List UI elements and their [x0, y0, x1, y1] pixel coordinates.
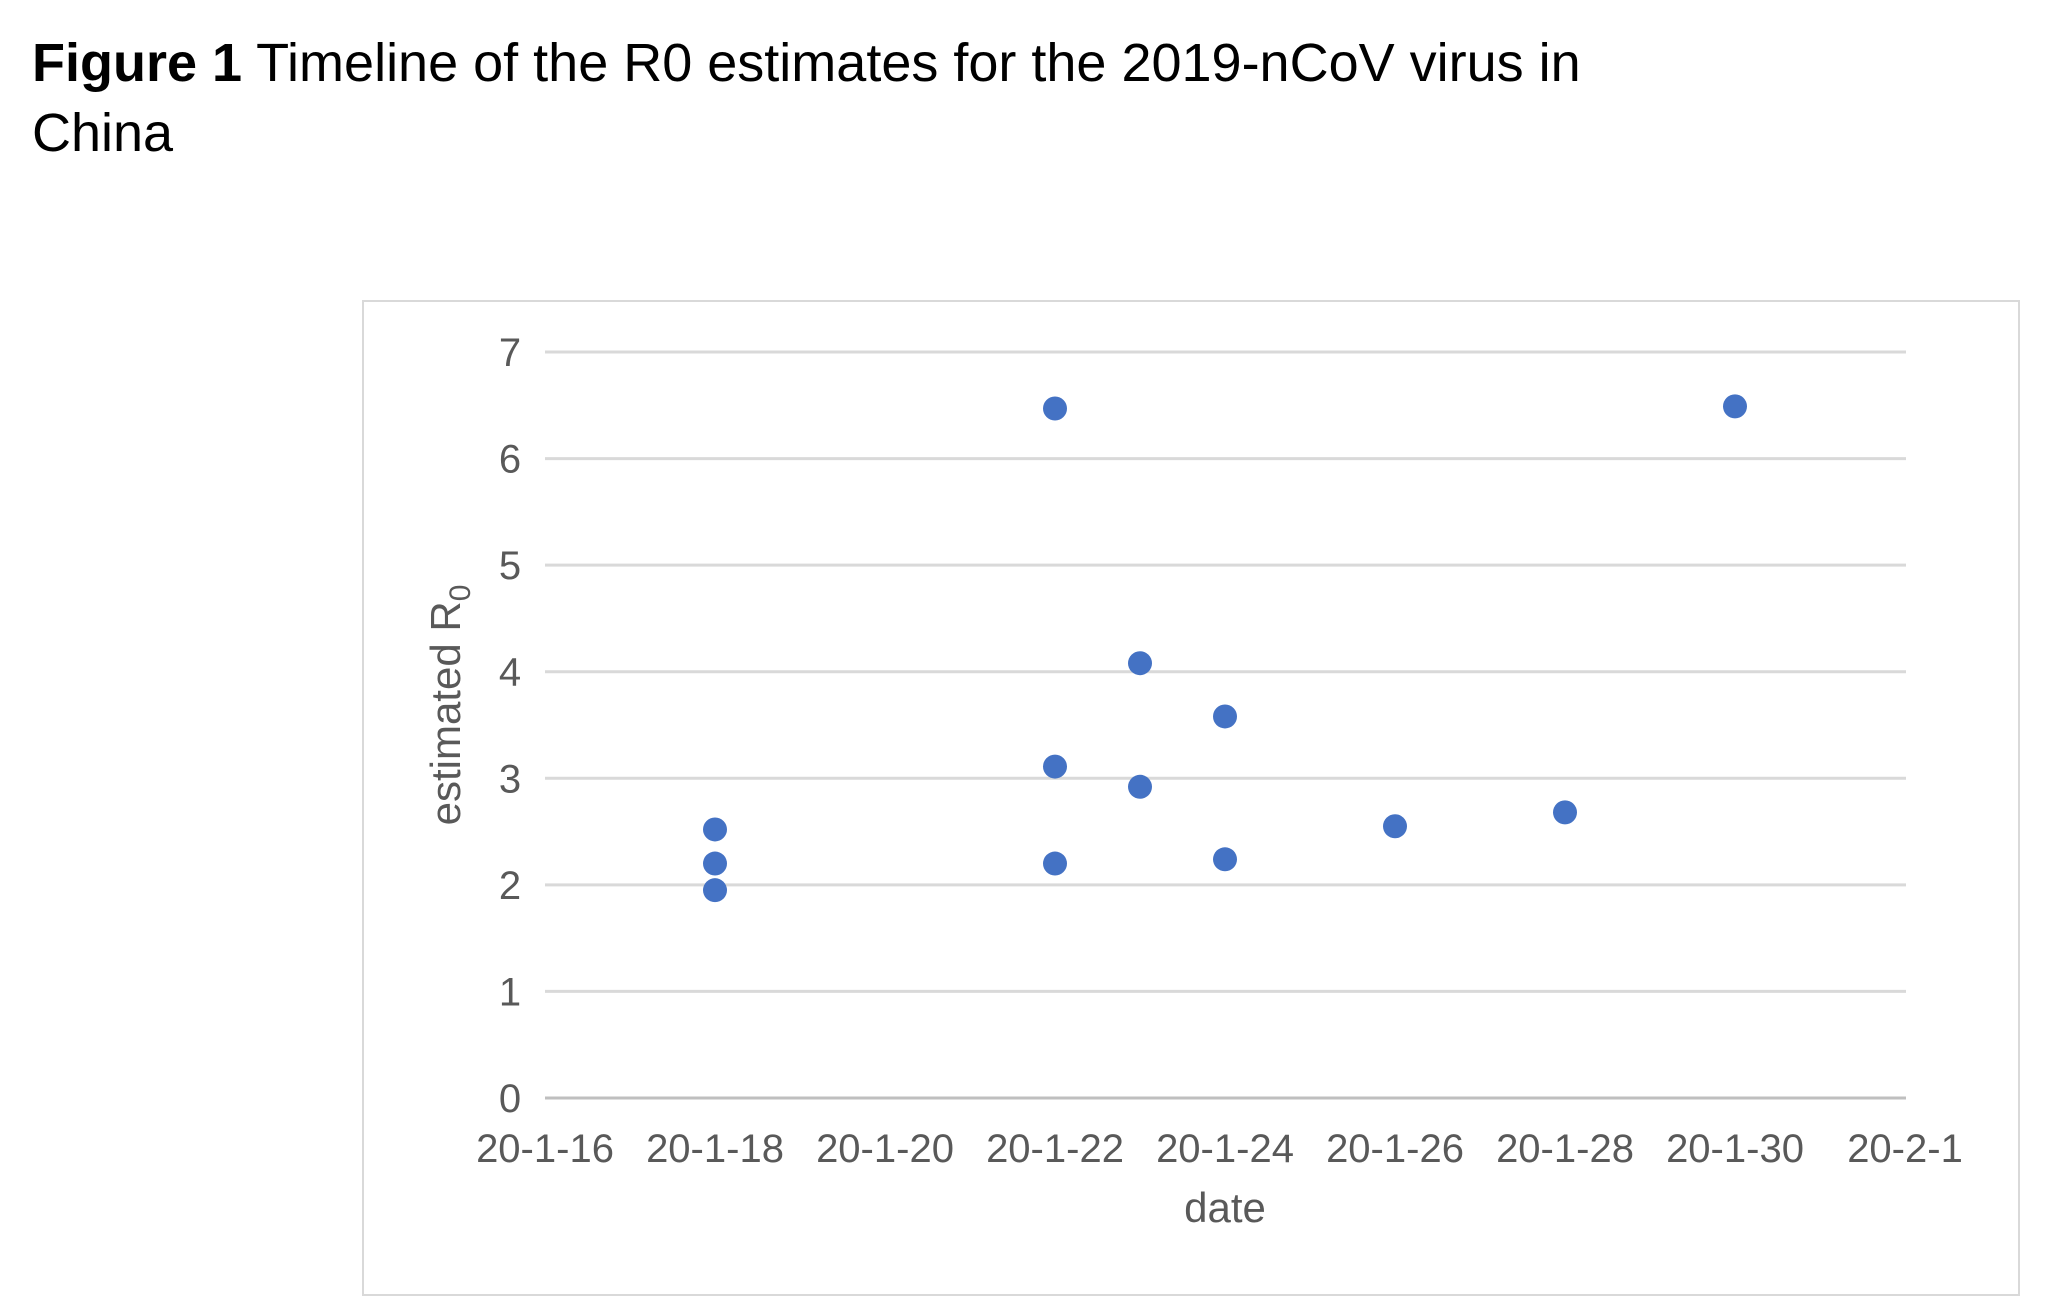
y-tick-label: 5 [499, 544, 521, 588]
y-tick-label: 0 [499, 1077, 521, 1121]
data-point [1043, 754, 1067, 779]
data-point [1128, 774, 1152, 799]
figure-title: Timeline of the R0 estimates for the 201… [32, 33, 1581, 163]
figure-label: Figure 1 [32, 33, 243, 93]
x-tick-label: 20-1-20 [816, 1127, 954, 1171]
y-tick-label: 2 [499, 864, 521, 908]
y-tick-label: 7 [499, 331, 521, 375]
data-point [703, 817, 727, 842]
data-point [1043, 396, 1067, 421]
x-tick-label: 20-1-18 [646, 1127, 784, 1171]
data-point [1213, 847, 1237, 872]
y-axis-label-main: estimated R [422, 601, 469, 825]
x-tick-label: 20-1-26 [1326, 1127, 1464, 1171]
data-point [1553, 800, 1577, 825]
x-tick-label: 20-1-30 [1666, 1127, 1804, 1171]
figure-caption: Figure 1 Timeline of the R0 estimates fo… [32, 28, 1732, 168]
data-point [1043, 851, 1067, 876]
data-point [1213, 704, 1237, 729]
y-axis-label: estimated R0 [422, 585, 477, 826]
data-point [703, 851, 727, 876]
gridlines [545, 350, 1906, 1100]
y-tick-label: 6 [499, 438, 521, 482]
x-tick-label: 20-1-24 [1156, 1127, 1294, 1171]
data-point [703, 878, 727, 903]
x-axis-label: date [1184, 1184, 1266, 1231]
y-tick-label: 3 [499, 757, 521, 801]
data-point [1723, 394, 1747, 419]
y-tick-labels: 0 1 2 3 4 5 6 7 [499, 331, 521, 1121]
chart-frame [362, 300, 2020, 1296]
y-axis-label-subscript: 0 [444, 585, 477, 602]
data-points [703, 394, 1747, 903]
x-tick-label: 20-1-22 [986, 1127, 1124, 1171]
x-tick-label: 20-1-16 [476, 1127, 614, 1171]
x-tick-label: 20-2-1 [1847, 1127, 1963, 1171]
x-tick-labels: 20-1-16 20-1-18 20-1-20 20-1-22 20-1-24 20-1-… [476, 1127, 1963, 1171]
y-tick-label: 1 [499, 970, 521, 1014]
data-point [1383, 814, 1407, 839]
x-tick-label: 20-1-28 [1496, 1127, 1634, 1171]
y-tick-label: 4 [499, 651, 521, 695]
data-point [1128, 651, 1152, 676]
